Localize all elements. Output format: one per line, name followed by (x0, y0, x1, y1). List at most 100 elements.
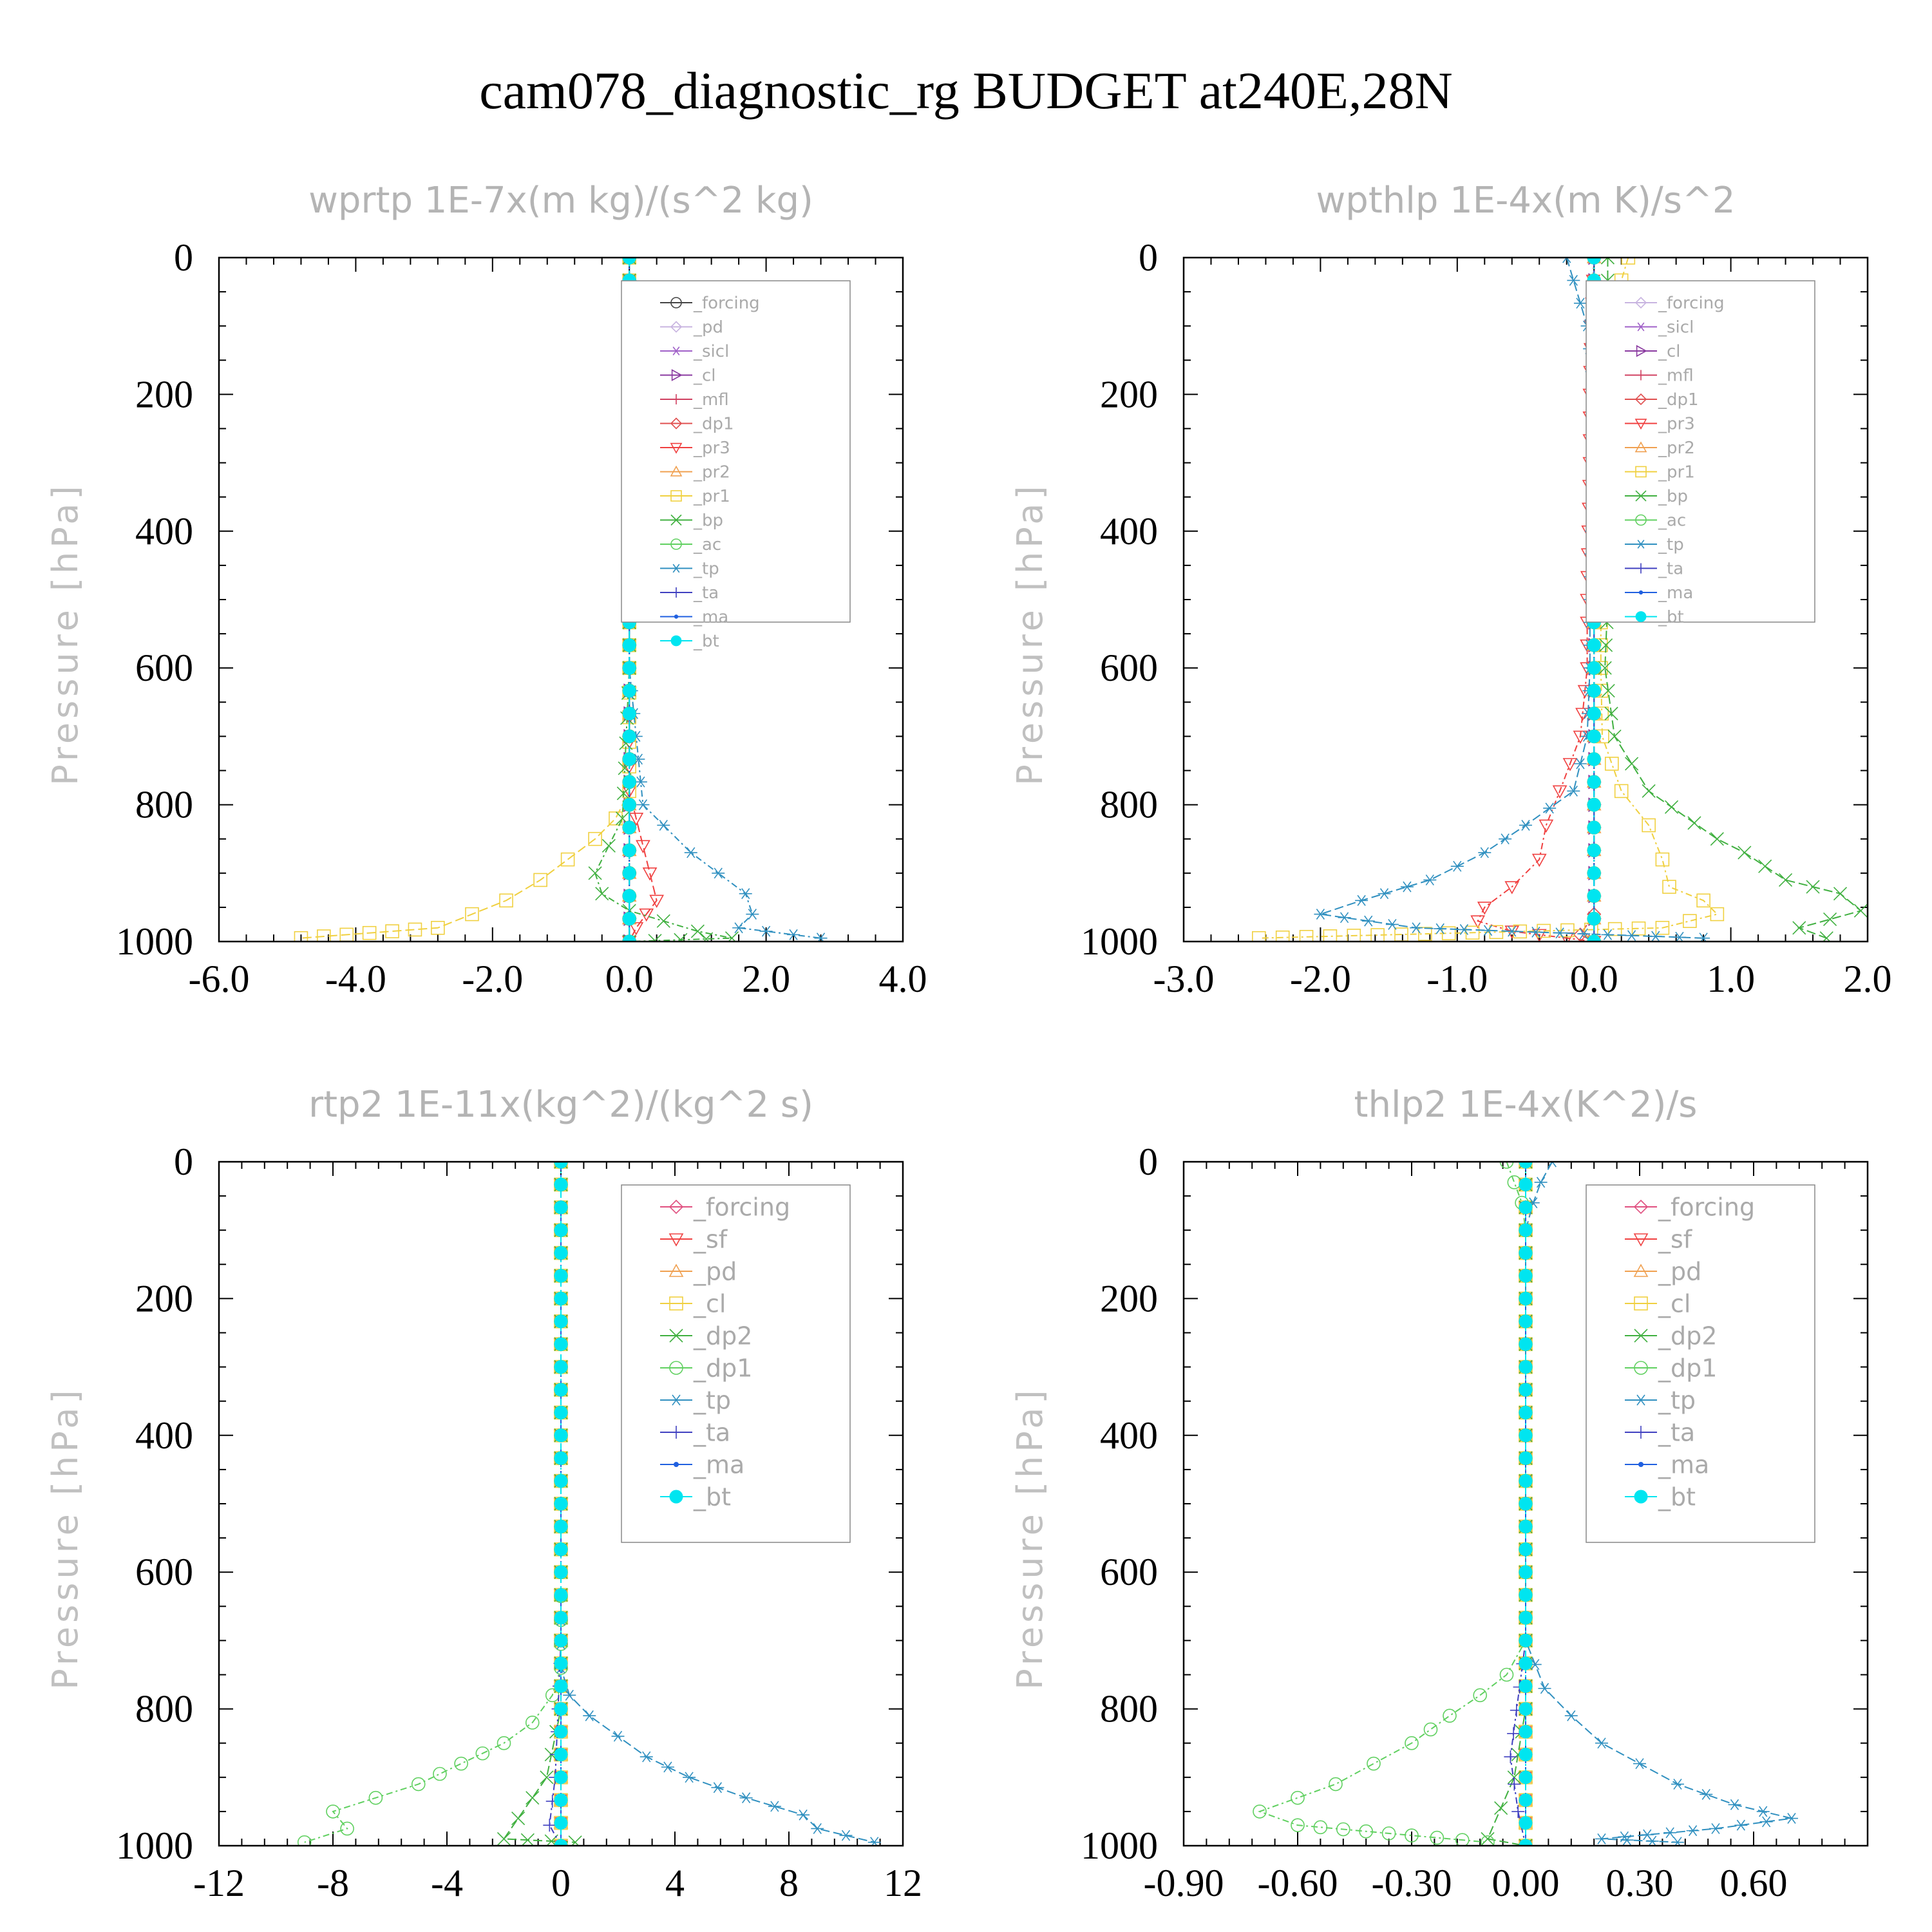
data-point (1519, 1565, 1533, 1579)
y-axis-label: Pressure [hPa] (45, 1386, 86, 1689)
legend-item: _cl (660, 1289, 726, 1318)
data-point (1631, 921, 1646, 936)
x-tick-label: -6.0 (189, 958, 250, 1000)
data-point (1400, 881, 1414, 893)
legend-swatch-marker (670, 417, 683, 430)
data-point (1338, 912, 1351, 923)
data-point (1587, 798, 1601, 812)
data-point (1370, 928, 1385, 942)
data-point (526, 1791, 540, 1805)
legend: _forcing _sicl _cl _mfl _dp1 _pr3 _pr2 _pr1 _bp _… (1586, 280, 1815, 627)
data-point (1499, 1667, 1514, 1682)
data-point (622, 706, 636, 721)
data-point (497, 1832, 511, 1846)
legend-label: _sf (1658, 1225, 1693, 1253)
data-point (1519, 1816, 1533, 1830)
y-tick-label: 200 (135, 1277, 193, 1320)
x-tick-label: 0.0 (605, 958, 654, 1000)
legend-box (1586, 280, 1815, 623)
data-point (1697, 933, 1710, 942)
data-point (554, 1588, 568, 1602)
y-tick-label: 1000 (1081, 920, 1158, 963)
data-point (1478, 847, 1492, 858)
legend-swatch-marker (1636, 563, 1646, 574)
data-point (1504, 1750, 1517, 1763)
legend-item: _pd (660, 1257, 737, 1285)
legend-swatch-marker (670, 1394, 683, 1406)
data-point (1355, 895, 1368, 906)
x-tick-label: -0.30 (1372, 1862, 1452, 1904)
data-point (622, 889, 636, 903)
data-point (1663, 1827, 1677, 1839)
data-point (1819, 931, 1833, 942)
y-axis-label: Pressure [hPa] (45, 482, 86, 785)
data-point (1519, 1451, 1533, 1465)
x-tick-label: 0.00 (1492, 1862, 1560, 1904)
data-point (1519, 1519, 1533, 1533)
legend-label: _ac (1658, 511, 1686, 531)
data-point (759, 925, 773, 937)
data-point (1539, 819, 1554, 833)
data-point (511, 1811, 526, 1826)
data-point (1587, 638, 1601, 652)
data-point (554, 1519, 568, 1533)
data-point (1473, 1688, 1487, 1703)
legend-item: _pr2 (660, 463, 730, 482)
data-point (465, 907, 479, 922)
chart-panel-4: thlp2 1E-4x(K^2)/s Pressure [hPa] -0.90 -0.… (1010, 1084, 1869, 1904)
series-dp1 (297, 1162, 568, 1846)
legend-item: _ma (1625, 1450, 1709, 1479)
legend-label: _sicl (693, 342, 729, 361)
data-point (732, 922, 746, 934)
legend-item: _tp (1625, 1386, 1696, 1414)
legend-swatch-marker (668, 1199, 684, 1215)
data-point (1499, 833, 1512, 845)
data-point (1314, 909, 1327, 920)
legend-swatch-marker (670, 321, 683, 333)
legend-swatch-marker (1634, 296, 1647, 309)
legend-swatch-marker (1635, 466, 1647, 478)
data-point (622, 684, 636, 698)
data-point (554, 1770, 568, 1785)
data-point (1499, 1162, 1514, 1169)
data-point (554, 1246, 568, 1260)
legend-label: _pr3 (1658, 415, 1695, 434)
data-point (543, 1819, 556, 1832)
data-point (1553, 927, 1567, 939)
data-point (1367, 1756, 1381, 1771)
data-point (1642, 784, 1656, 798)
legend-label: _cl (693, 1289, 726, 1318)
legend-swatch-marker (671, 564, 681, 573)
legend-label: _mfl (693, 390, 729, 410)
data-point (1519, 1702, 1533, 1716)
data-point (554, 1656, 568, 1671)
legend-swatch-marker (1635, 514, 1647, 526)
data-point (1700, 1788, 1713, 1800)
series-line (1258, 1162, 1526, 1843)
legend-swatch-marker (1636, 322, 1646, 332)
data-point (1385, 918, 1399, 930)
data-point (1621, 258, 1636, 265)
legend-item: _bt (660, 1482, 731, 1511)
legend-swatch-marker (671, 394, 681, 404)
data-point (639, 908, 654, 922)
legend-swatch-marker (1635, 611, 1647, 622)
x-tick-label: 0.60 (1720, 1862, 1788, 1904)
legend-label: _dp1 (693, 1354, 752, 1382)
series-line (301, 258, 630, 939)
data-point (1600, 258, 1615, 265)
legend-item: _ta (1625, 560, 1683, 579)
y-axis-label: Pressure [hPa] (1010, 1386, 1050, 1689)
data-point (326, 1804, 340, 1819)
data-point (1672, 931, 1686, 942)
legend-swatch-marker (674, 614, 679, 619)
legend-label: _dp1 (1658, 390, 1699, 410)
legend-label: _pd (1658, 1257, 1701, 1285)
data-point (1806, 880, 1820, 894)
data-point (1738, 846, 1752, 860)
legend-swatch-marker (670, 538, 682, 550)
legend-swatch-marker (670, 465, 683, 477)
data-point (797, 1809, 810, 1821)
legend-label: _ta (693, 583, 719, 603)
legend-label: _pr2 (693, 463, 730, 482)
